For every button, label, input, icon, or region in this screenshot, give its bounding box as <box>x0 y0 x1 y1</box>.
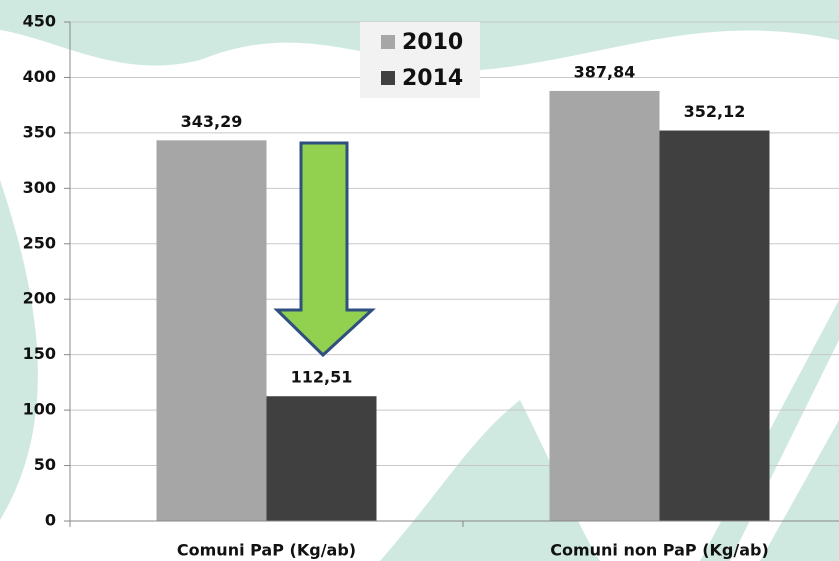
value-label: 112,51 <box>291 368 353 387</box>
legend-label: 2014 <box>402 66 463 91</box>
legend <box>360 22 480 98</box>
bar <box>659 130 770 522</box>
value-label: 387,84 <box>574 62 636 81</box>
plot: 0 50 100 150 200 250 300 350 400 450 Comuni PaP (K… <box>23 12 839 560</box>
y-tick-label: 450 <box>23 12 56 31</box>
y-tick-label: 250 <box>23 233 56 252</box>
y-tick-label: 200 <box>23 289 56 308</box>
legend-swatch <box>381 35 395 49</box>
y-tick-label: 300 <box>23 178 56 197</box>
value-label: 352,12 <box>684 102 746 121</box>
decor-shape <box>0 180 38 520</box>
y-tick-label: 150 <box>23 344 56 363</box>
y-tick-label: 400 <box>23 67 56 86</box>
y-tick-label: 350 <box>23 122 56 141</box>
y-tick-label: 0 <box>45 511 56 530</box>
legend-swatch <box>381 71 395 85</box>
x-tick-label: Comuni non PaP (Kg/ab) <box>550 541 769 560</box>
arrow <box>273 141 376 358</box>
bar <box>266 396 377 521</box>
value-label: 343,29 <box>181 112 243 131</box>
x-tick-label: Comuni PaP (Kg/ab) <box>177 541 356 560</box>
bar <box>156 140 267 521</box>
y-tick-label: 50 <box>34 455 56 474</box>
bar <box>549 90 660 522</box>
legend-label: 2010 <box>402 30 463 55</box>
y-tick-label: 100 <box>23 400 56 419</box>
